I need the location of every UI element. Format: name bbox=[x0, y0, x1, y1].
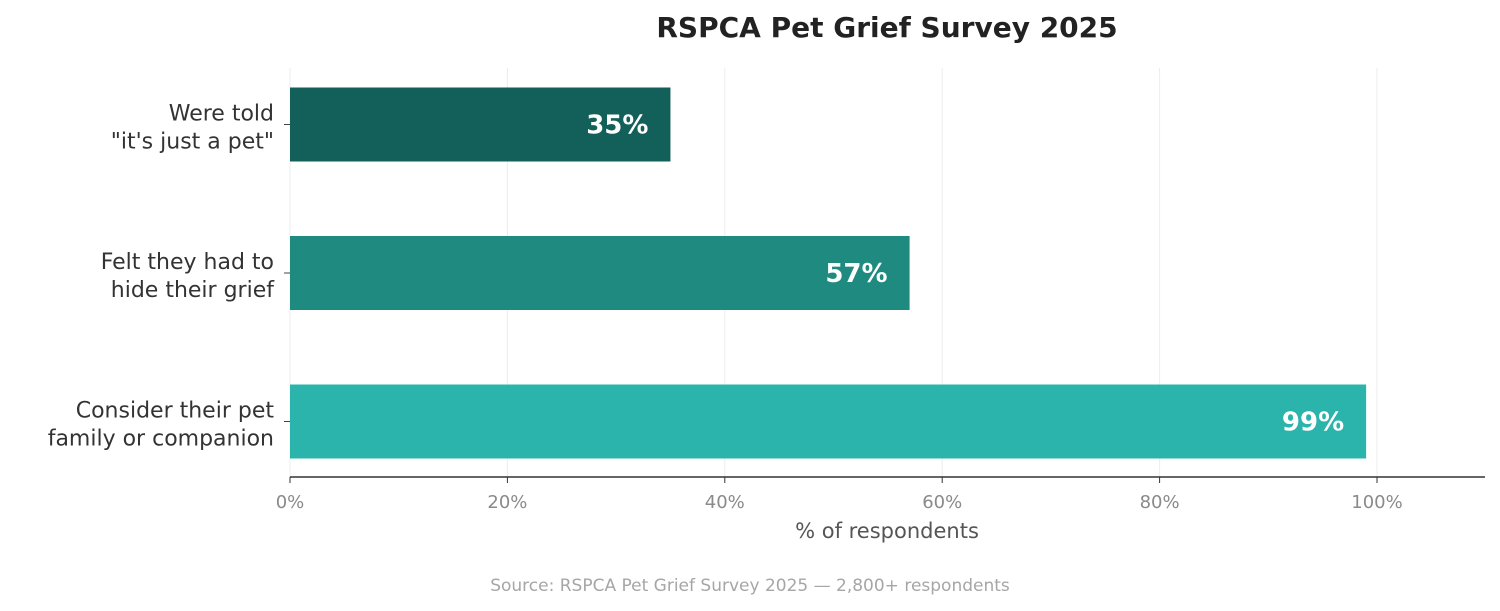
category-label: family or companion bbox=[48, 427, 274, 452]
category-label: "it's just a pet" bbox=[111, 130, 274, 155]
bar bbox=[290, 384, 1367, 459]
x-axis: 0% 20% 40% 60% 80% 100% bbox=[276, 476, 1485, 513]
bar-value-label: 99% bbox=[1282, 408, 1344, 438]
source-note: Source: RSPCA Pet Grief Survey 2025 — 2,… bbox=[490, 576, 1010, 596]
bar-value-label: 35% bbox=[586, 111, 648, 141]
x-tick-label: 0% bbox=[276, 492, 305, 513]
category-label: hide their grief bbox=[111, 278, 275, 303]
bar bbox=[290, 236, 910, 310]
x-tick-label: 20% bbox=[487, 492, 527, 513]
bar-value-label: 57% bbox=[825, 259, 887, 289]
x-tick-label: 80% bbox=[1140, 492, 1180, 513]
x-tick-label: 60% bbox=[922, 492, 962, 513]
x-axis-label: % of respondents bbox=[795, 519, 979, 543]
chart-title: RSPCA Pet Grief Survey 2025 bbox=[656, 11, 1117, 44]
category-labels: Were told "it's just a pet" Felt they had … bbox=[48, 102, 290, 452]
x-tick-label: 100% bbox=[1351, 492, 1402, 513]
bars: 35% 57% 99% bbox=[290, 87, 1367, 459]
category-label: Felt they had to bbox=[101, 250, 274, 275]
bar bbox=[290, 87, 671, 162]
x-tick-label: 40% bbox=[705, 492, 745, 513]
category-label: Consider their pet bbox=[76, 399, 275, 424]
category-label: Were told bbox=[169, 102, 274, 127]
